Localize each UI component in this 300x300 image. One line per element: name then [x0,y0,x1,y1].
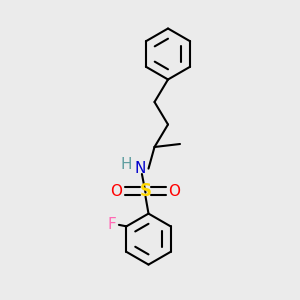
Text: H: H [121,158,132,172]
Text: O: O [169,184,181,199]
Text: N: N [134,161,146,176]
Text: F: F [107,217,116,232]
Text: S: S [140,182,152,200]
Text: O: O [110,184,122,199]
